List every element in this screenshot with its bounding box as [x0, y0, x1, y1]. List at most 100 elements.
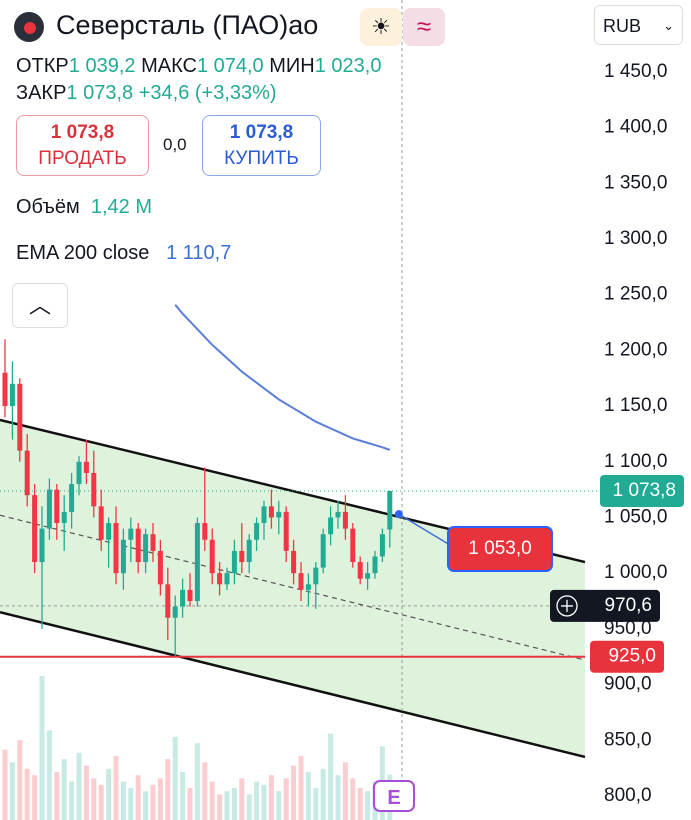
currency-select[interactable]: RUB ⌄	[594, 5, 683, 45]
crosshair-plus	[556, 595, 578, 617]
volume-bar	[128, 788, 134, 820]
y-tick-label: 950,0	[604, 618, 652, 639]
candle-body	[350, 528, 356, 563]
y-tick-label: 850,0	[604, 729, 652, 750]
collapse-button[interactable]: ︿	[12, 283, 68, 328]
price: 1 073,8	[229, 122, 294, 143]
volume-bar	[328, 733, 334, 820]
label: ОТКР	[16, 55, 69, 77]
label: ЗАКР	[16, 82, 67, 104]
projection-line	[398, 513, 451, 546]
last_price-tag-label: 1 073,8	[613, 480, 676, 501]
candle-body	[120, 539, 126, 574]
volume-bar	[246, 794, 252, 820]
volume-bar	[298, 756, 304, 820]
candle-body	[372, 556, 378, 574]
y-tick-label: 1 350,0	[604, 172, 667, 193]
ohlc-row: ОТКР1 039,2 МАКС1 074,0 МИН1 023,0	[16, 55, 381, 78]
label: МИН	[269, 55, 315, 77]
volume-bar	[202, 762, 208, 820]
session-icon[interactable]: ☀	[360, 8, 402, 46]
volume-bar	[17, 740, 23, 820]
volume-bar	[24, 768, 30, 820]
candle-body	[9, 383, 15, 407]
candle-body	[209, 539, 215, 574]
volume-bar	[69, 781, 75, 820]
title: Северсталь (ПАО)ао	[56, 10, 319, 40]
candle-body	[157, 550, 163, 585]
crosshair-tag	[550, 589, 660, 622]
candle-body	[76, 461, 82, 485]
volume-bar	[9, 762, 15, 820]
candle-body	[113, 523, 119, 574]
alert-tag	[590, 640, 664, 673]
candle-body	[261, 506, 267, 524]
candle-body	[17, 383, 23, 451]
axis-bg	[590, 50, 691, 820]
alert-tag-label: 925,0	[608, 646, 656, 667]
volume-bar	[224, 791, 230, 820]
candle-body	[291, 550, 297, 574]
volume-legend: Объём 1,42 M	[16, 196, 152, 219]
candle-body	[298, 573, 304, 590]
events-icon[interactable]: E	[373, 780, 415, 812]
y-tick-label: 1 300,0	[604, 228, 667, 249]
candle-body	[135, 528, 141, 563]
price: 1 073,8	[50, 122, 115, 143]
volume-bar	[165, 759, 171, 820]
candle-body	[61, 511, 67, 524]
volume-bar	[187, 788, 193, 820]
volume-bar	[283, 778, 289, 820]
volume-bar	[365, 791, 371, 820]
candle-body	[224, 573, 230, 585]
label: ПРОДАТЬ	[38, 148, 127, 169]
candle-body	[335, 511, 341, 518]
sell-button[interactable]: 1 073,8 ПРОДАТЬ	[16, 115, 149, 176]
candle-body	[305, 584, 311, 590]
y-tick-label: 1 050,0	[604, 507, 667, 528]
currency: RUB	[603, 16, 642, 36]
candle-body	[69, 484, 75, 512]
candle-body	[342, 511, 348, 529]
candle-body	[98, 506, 104, 540]
candle-body	[313, 567, 319, 585]
volume-bar	[61, 759, 67, 820]
y-tick-label: 800,0	[604, 785, 652, 806]
candle-body	[194, 523, 200, 602]
label: КУПИТЬ	[224, 148, 299, 169]
candle-body	[24, 450, 30, 496]
volume-bar	[350, 778, 356, 820]
channel-line	[0, 610, 586, 759]
candle-body	[320, 534, 326, 568]
candle-body	[172, 606, 178, 618]
compare-icon[interactable]: ≈	[403, 8, 445, 46]
candle-body	[328, 517, 334, 535]
candle-body	[32, 495, 38, 563]
candle-body	[276, 511, 282, 518]
target-point	[394, 510, 403, 519]
volume-bar	[276, 791, 282, 820]
candle-body	[165, 584, 171, 618]
ema-legend: EMA 200 close 1 110,7	[16, 242, 231, 265]
volume-bar	[342, 762, 348, 820]
target-label: 1 053,0	[468, 538, 531, 559]
volume-bar	[291, 765, 297, 820]
candle-body	[239, 550, 245, 563]
candle-body	[268, 506, 274, 518]
target-box	[447, 526, 553, 572]
candle-body	[39, 528, 45, 563]
volume-bar	[261, 784, 267, 820]
volume-bar	[32, 775, 38, 820]
value: 1,42 M	[90, 196, 153, 218]
buy-button[interactable]: 1 073,8 КУПИТЬ	[202, 115, 321, 176]
volume-bar	[150, 784, 156, 820]
y-tick-label: 1 150,0	[604, 395, 667, 416]
candle-body	[106, 523, 112, 540]
volume-bar	[113, 756, 119, 820]
volume-bar	[172, 736, 178, 820]
y-tick-label: 1 200,0	[604, 339, 667, 360]
candle-body	[128, 528, 134, 540]
volume-bar	[335, 775, 341, 820]
